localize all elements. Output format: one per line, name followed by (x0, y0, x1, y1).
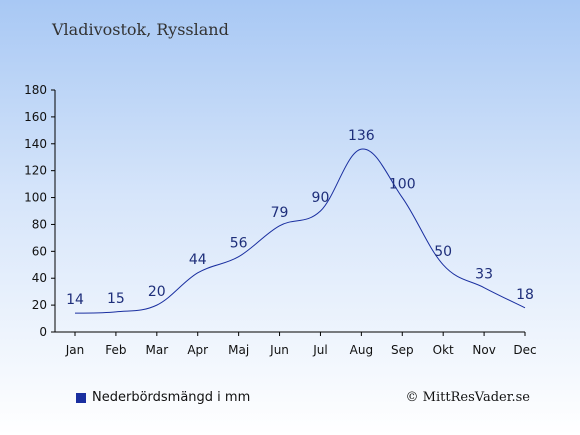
data-label-jul: 90 (312, 190, 330, 206)
y-tick-label-140: 140 (24, 137, 47, 151)
y-tick-label-20: 20 (32, 298, 47, 312)
data-label-jan: 14 (66, 292, 84, 308)
x-tick-label-feb: Feb (105, 343, 126, 357)
legend: Nederbördsmängd i mm (76, 390, 250, 405)
y-tick-label-80: 80 (32, 217, 47, 231)
legend-label: Nederbördsmängd i mm (92, 390, 251, 405)
x-tick-label-jul: Jul (312, 343, 327, 357)
x-tick-label-dec: Dec (513, 343, 536, 357)
x-tick-label-sep: Sep (391, 343, 414, 357)
y-tick-label-160: 160 (24, 110, 47, 124)
x-tick-label-aug: Aug (350, 343, 373, 357)
data-label-nov: 33 (475, 267, 493, 283)
x-tick-label-apr: Apr (187, 343, 208, 357)
data-label-okt: 50 (434, 244, 452, 260)
data-label-mar: 20 (148, 284, 166, 300)
y-tick-label-100: 100 (24, 191, 47, 205)
data-label-feb: 15 (107, 291, 125, 307)
x-tick-label-mar: Mar (145, 343, 168, 357)
data-label-sep: 100 (389, 177, 416, 193)
chart-title: Vladivostok, Ryssland (52, 20, 229, 39)
x-tick-label-jun: Jun (269, 343, 289, 357)
x-tick-label-okt: Okt (433, 343, 454, 357)
y-tick-label-180: 180 (24, 83, 47, 97)
data-label-apr: 44 (189, 252, 207, 268)
x-tick-label-nov: Nov (472, 343, 495, 357)
legend-swatch (76, 392, 86, 403)
x-tick-label-maj: Maj (228, 343, 249, 357)
y-tick-label-40: 40 (32, 271, 47, 285)
data-label-jun: 79 (271, 205, 289, 221)
y-tick-label-120: 120 (24, 164, 47, 178)
series-line (74, 148, 526, 314)
data-label-dec: 18 (516, 287, 534, 303)
data-label-aug: 136 (348, 128, 375, 144)
copyright-text: © MittResVader.se (405, 390, 530, 405)
y-tick-label-0: 0 (39, 325, 47, 339)
x-tick-label-jan: Jan (65, 343, 85, 357)
data-label-maj: 56 (230, 236, 248, 252)
y-tick-label-60: 60 (32, 244, 47, 258)
